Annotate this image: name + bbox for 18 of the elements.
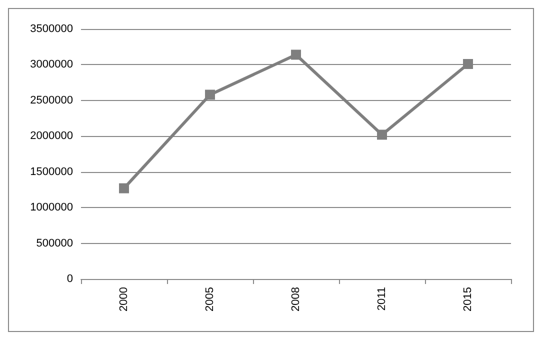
y-tick-label: 500000 [36, 237, 73, 250]
point [291, 50, 301, 60]
point [205, 90, 215, 100]
x-tick-label: 2005 [204, 287, 216, 312]
y-tick-label: 3500000 [30, 23, 73, 35]
point [119, 183, 129, 194]
y-tick-label: 3000000 [30, 58, 73, 71]
x-tick-label: 2008 [290, 287, 302, 312]
y-tick-label: 1000000 [30, 202, 73, 214]
y-tick-label: 2000000 [30, 130, 73, 142]
point [377, 130, 387, 140]
x-tick-label: 2011 [376, 287, 388, 311]
x-tick-label: 2000 [118, 287, 130, 312]
y-tick-label: 1500000 [30, 166, 73, 178]
y-tick-label: 2500000 [30, 94, 73, 106]
y-tick-label: 0 [66, 273, 73, 285]
x-tick-label: 2015 [462, 287, 474, 312]
point [463, 59, 473, 69]
